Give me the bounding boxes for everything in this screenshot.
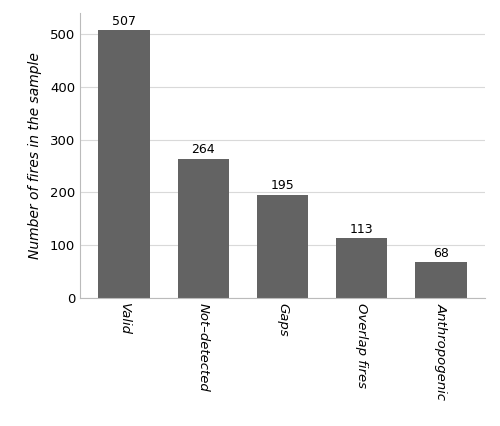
- Text: 195: 195: [270, 179, 294, 193]
- Bar: [178, 158, 229, 298]
- Bar: [257, 195, 308, 298]
- Text: 264: 264: [192, 143, 215, 156]
- Bar: [415, 262, 467, 298]
- Y-axis label: Number of fires in the sample: Number of fires in the sample: [28, 52, 42, 259]
- Text: 113: 113: [350, 223, 374, 236]
- Bar: [98, 30, 150, 298]
- Bar: [336, 239, 388, 298]
- Text: 507: 507: [112, 14, 136, 28]
- Text: 68: 68: [433, 247, 449, 259]
